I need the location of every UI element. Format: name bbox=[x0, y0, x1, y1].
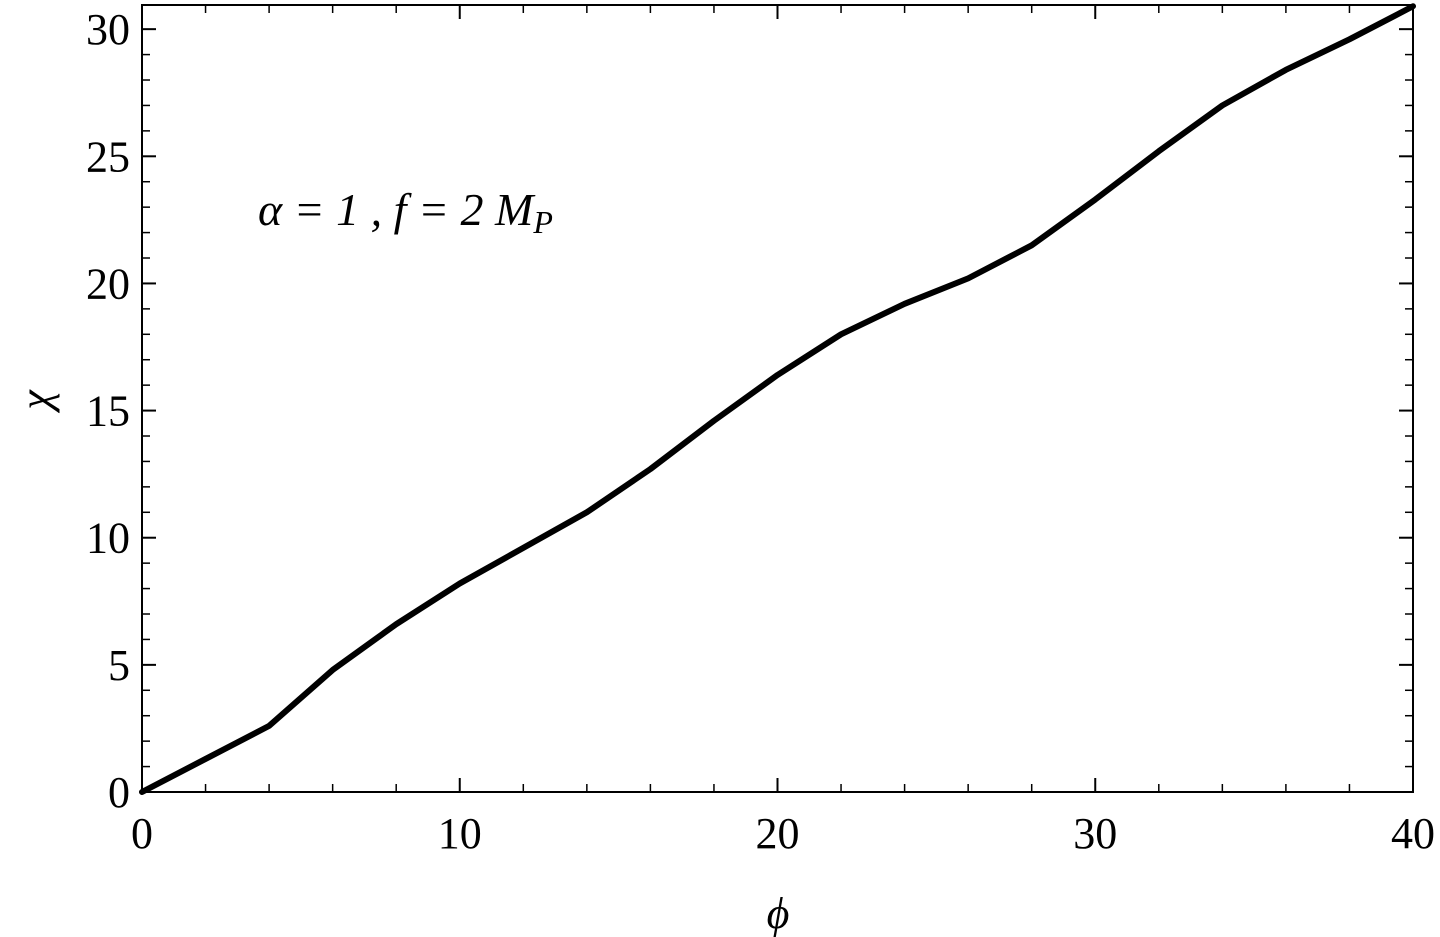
data-line bbox=[139, 3, 1416, 795]
y-tick-label: 10 bbox=[86, 514, 130, 563]
y-tick-label: 15 bbox=[86, 387, 130, 436]
y-axis-label: χ bbox=[11, 389, 60, 414]
y-tick-label: 25 bbox=[86, 132, 130, 181]
x-tick-label: 40 bbox=[1391, 809, 1435, 858]
plot-frame bbox=[141, 4, 1414, 793]
x-tick-label: 10 bbox=[438, 809, 482, 858]
x-tick-label: 20 bbox=[756, 809, 800, 858]
annotation-text: α = 1 , f = 2 M bbox=[258, 184, 536, 235]
y-tick-label: 20 bbox=[86, 259, 130, 308]
y-tick-label: 30 bbox=[86, 5, 130, 54]
y-tick-label: 0 bbox=[108, 768, 130, 817]
x-tick-label: 0 bbox=[131, 809, 153, 858]
annotation-subscript: P bbox=[532, 204, 553, 240]
x-axis-label: ϕ bbox=[767, 889, 790, 937]
x-tick-label: 30 bbox=[1073, 809, 1117, 858]
y-tick-label: 5 bbox=[108, 641, 130, 690]
annotation: α = 1 , f = 2 MP bbox=[258, 184, 553, 240]
